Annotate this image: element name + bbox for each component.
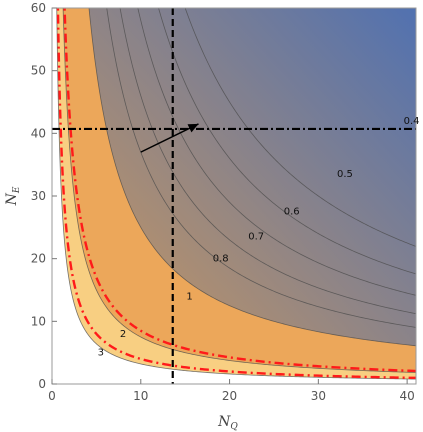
- contour-line-1: [88, 8, 416, 347]
- x-axis-title: NQ: [217, 414, 238, 432]
- contour-label-0-5: 0.5: [337, 169, 353, 180]
- contour-line-0-6: [137, 8, 416, 296]
- y-axis-title: NE: [4, 186, 22, 206]
- y-tick-label: 60: [31, 1, 46, 15]
- y-tick-label: 40: [31, 126, 46, 140]
- y-tick-label: 30: [31, 189, 46, 203]
- arrow-shaft: [140, 123, 199, 153]
- y-tick-label: 10: [31, 314, 46, 328]
- x-tick-label: 20: [222, 389, 237, 403]
- contour-line-2: [62, 8, 416, 373]
- contour-label-0-4: 0.4: [404, 116, 420, 127]
- contour-line-0-5: [158, 8, 416, 275]
- contour-label-0-7: 0.7: [248, 232, 264, 243]
- red-dashdot-curve-1: [63, 8, 416, 373]
- contour-line-0-8: [106, 8, 416, 328]
- arrow-head: [187, 123, 199, 133]
- contour-label-3: 3: [98, 348, 104, 359]
- y-tick-label: 20: [31, 252, 46, 266]
- contour-line-3: [56, 8, 416, 380]
- contour-line-0-4: [184, 8, 416, 247]
- region-blue-gradient: [88, 8, 416, 346]
- y-tick-label: 0: [38, 377, 46, 391]
- contour-label-0-6: 0.6: [284, 207, 300, 218]
- x-tick-label: 10: [133, 389, 148, 403]
- x-tick-label: 0: [48, 389, 56, 403]
- x-tick-label: 30: [311, 389, 326, 403]
- contour-label-2: 2: [120, 329, 126, 340]
- y-tick-label: 50: [31, 64, 46, 78]
- contour-line-0-7: [119, 8, 416, 315]
- contour-label-0-8: 0.8: [213, 254, 229, 265]
- x-tick-label: 40: [399, 389, 414, 403]
- red-dashdot-curve-2: [56, 8, 416, 380]
- contour-label-1: 1: [186, 291, 192, 302]
